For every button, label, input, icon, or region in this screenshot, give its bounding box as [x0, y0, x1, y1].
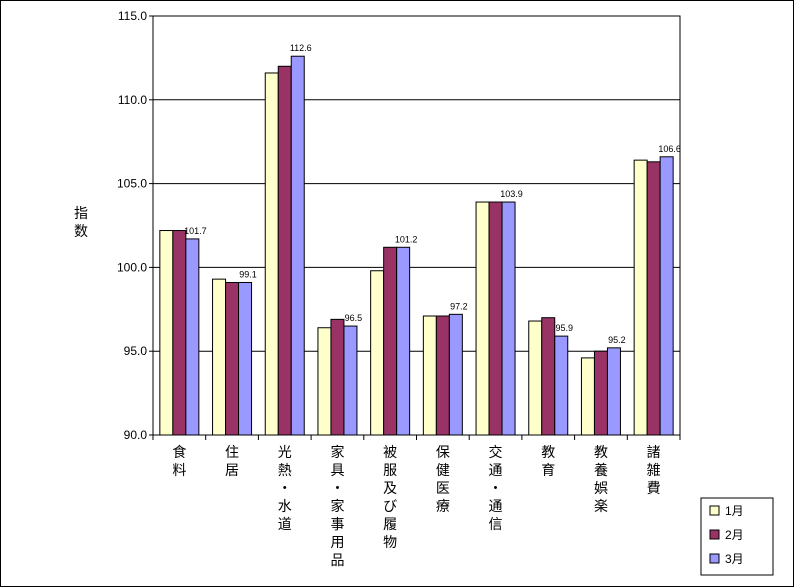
data-label: 103.9: [500, 189, 523, 199]
bar: [633, 159, 648, 436]
bar: [554, 335, 569, 436]
bar: [435, 315, 450, 436]
x-category-label: 教育: [541, 445, 555, 479]
data-label: 112.6: [290, 43, 312, 53]
x-category-label: 被服及び履物: [383, 445, 397, 551]
y-tick-label: 110.0: [118, 93, 147, 107]
bar: [383, 246, 398, 436]
x-category-label: 食料: [172, 444, 186, 479]
data-label: 99.1: [239, 269, 257, 279]
legend-label: 2月: [725, 528, 744, 542]
data-label: 97.2: [450, 301, 468, 311]
data-label: 95.2: [608, 335, 626, 345]
bar: [422, 315, 437, 436]
data-label: 101.2: [395, 234, 418, 244]
bar: [212, 278, 227, 436]
bar: [606, 347, 621, 436]
bar: [646, 161, 661, 436]
bar: [343, 325, 358, 436]
bar: [501, 201, 516, 436]
bar: [580, 357, 595, 436]
x-category-label: 住居: [225, 445, 239, 479]
x-category-label: 教養娯楽: [594, 445, 608, 515]
data-label: 106.6: [658, 144, 681, 154]
data-label: 101.7: [184, 226, 207, 236]
y-tick-label: 95.0: [124, 344, 148, 358]
legend-label: 3月: [725, 552, 744, 566]
y-tick-label: 90.0: [124, 428, 148, 442]
bar: [317, 327, 332, 436]
bar: [541, 317, 556, 436]
bar: [396, 246, 411, 436]
y-axis-label: 指数: [74, 206, 88, 240]
bar: [264, 72, 279, 436]
bar: [225, 281, 240, 436]
bar: [528, 320, 543, 436]
x-category-label: 家具・家事用品: [330, 444, 344, 569]
bar: [488, 201, 503, 436]
bar: [448, 313, 463, 436]
data-label: 95.9: [555, 323, 573, 333]
bar: [330, 318, 345, 436]
legend-label: 1月: [725, 504, 744, 518]
legend-swatch: [709, 505, 720, 516]
x-category-label: 光熱・水道: [278, 445, 292, 533]
x-category-label: 交通・通信: [489, 444, 503, 533]
y-tick-label: 115.0: [118, 9, 147, 23]
bar: [659, 156, 674, 436]
legend-swatch: [709, 553, 720, 564]
data-label: 96.5: [345, 313, 363, 323]
bar: [185, 238, 200, 436]
y-tick-label: 105.0: [117, 177, 147, 191]
y-tick-label: 100.0: [117, 260, 147, 274]
x-category-label: 保健医療: [436, 445, 450, 515]
bar: [238, 281, 253, 436]
x-category-label: 諸雑費: [647, 445, 661, 497]
bar: [475, 201, 490, 436]
bar: [593, 350, 608, 436]
legend-swatch: [709, 529, 720, 540]
bar: [290, 55, 305, 436]
bar: [159, 230, 174, 436]
bar: [277, 65, 292, 436]
bar: [172, 230, 187, 436]
bar: [370, 270, 385, 436]
